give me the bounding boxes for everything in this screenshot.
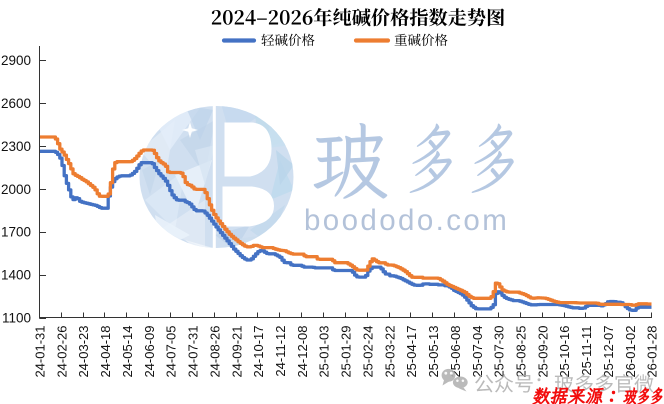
svg-text:2600: 2600 [1,96,31,111]
svg-text:24-12-08: 24-12-08 [295,326,310,378]
svg-text:25-01-03: 25-01-03 [317,326,332,378]
svg-text:24-07-31: 24-07-31 [186,326,201,378]
svg-text:24-02-26: 24-02-26 [54,326,69,378]
svg-text:25-02-24: 25-02-24 [361,326,376,378]
svg-text:25-09-20: 25-09-20 [535,326,550,378]
svg-text:25-08-25: 25-08-25 [514,326,529,378]
svg-text:2300: 2300 [1,139,31,154]
svg-text:1700: 1700 [1,225,31,240]
svg-text:24-10-17: 24-10-17 [251,326,266,378]
svg-text:25-05-13: 25-05-13 [426,326,441,378]
svg-text:25-10-16: 25-10-16 [557,326,572,378]
svg-text:26-01-02: 26-01-02 [623,326,638,378]
svg-text:25-07-30: 25-07-30 [492,326,507,378]
svg-text:25-11-11: 25-11-11 [579,326,594,376]
svg-text:1100: 1100 [2,311,31,326]
svg-text:25-06-08: 25-06-08 [448,326,463,378]
svg-text:24-05-14: 24-05-14 [120,326,135,378]
svg-text:24-04-18: 24-04-18 [98,326,113,378]
svg-text:1400: 1400 [1,268,31,283]
svg-text:24-06-09: 24-06-09 [142,326,157,378]
svg-text:25-03-22: 25-03-22 [382,326,397,378]
svg-text:24-03-23: 24-03-23 [76,326,91,378]
svg-text:boododo.com: boododo.com [304,204,509,237]
svg-text:24-07-05: 24-07-05 [164,326,179,378]
svg-text:26-01-28: 26-01-28 [645,326,660,378]
svg-text:25-07-04: 25-07-04 [470,326,485,378]
svg-text:2900: 2900 [1,53,31,68]
svg-text:24-11-12: 24-11-12 [273,326,288,377]
svg-text:24-09-21: 24-09-21 [229,326,244,378]
svg-text:25-04-17: 25-04-17 [404,326,419,378]
svg-text:24-01-31: 24-01-31 [33,326,48,378]
svg-text:2000: 2000 [1,182,31,197]
svg-text:25-12-07: 25-12-07 [601,326,616,378]
svg-text:25-01-29: 25-01-29 [339,326,354,378]
svg-text:24-08-26: 24-08-26 [207,326,222,378]
